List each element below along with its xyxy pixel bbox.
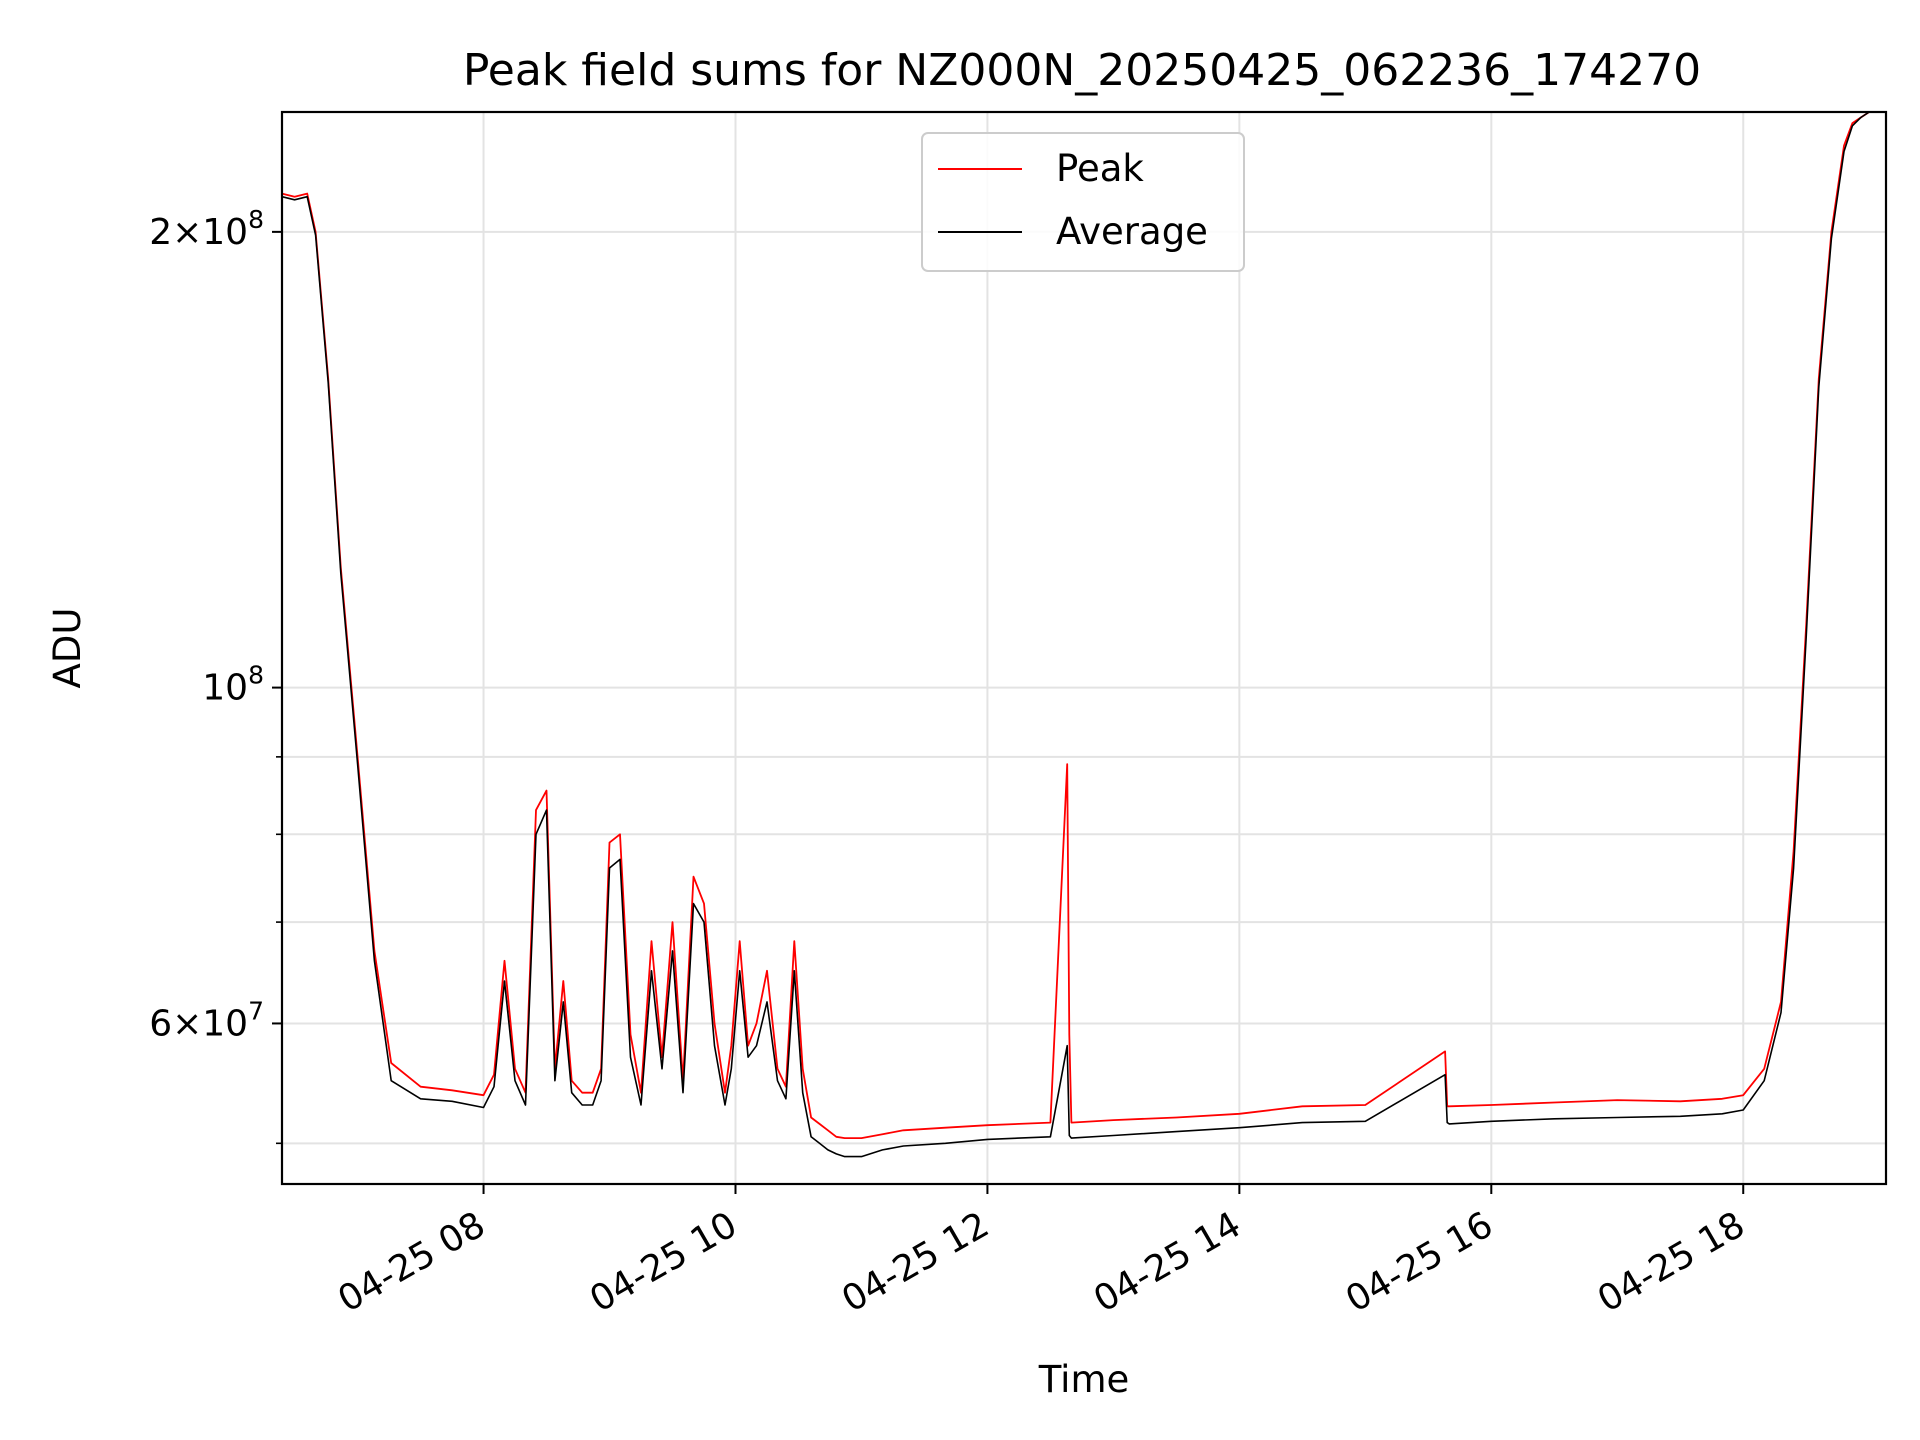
legend: Peak Average bbox=[921, 132, 1245, 272]
legend-label-average: Average bbox=[1056, 210, 1208, 253]
x-axis-label: Time bbox=[1038, 1358, 1130, 1401]
y-tick-base: 10 bbox=[202, 668, 248, 709]
y-tick-label: 6×107 bbox=[149, 996, 264, 1044]
legend-box bbox=[921, 132, 1245, 272]
y-tick-mantissa: 2 bbox=[149, 212, 172, 253]
plot-frame bbox=[280, 110, 1888, 1186]
y-tick-label: 108 bbox=[202, 661, 264, 709]
y-tick-exponent: 8 bbox=[248, 205, 264, 234]
series-layer bbox=[281, 111, 1886, 1158]
chart-title: Peak field sums for NZ000N_20250425_0622… bbox=[463, 45, 1701, 96]
y-tick-exponent: 8 bbox=[248, 661, 264, 690]
plot-area bbox=[280, 110, 1888, 1186]
legend-label-peak: Peak bbox=[1056, 147, 1144, 190]
series-line-peak bbox=[281, 111, 1886, 1139]
series-line-average bbox=[281, 111, 1886, 1158]
y-tick-label: 2×108 bbox=[149, 205, 264, 253]
grid bbox=[282, 112, 1886, 1184]
plot-background bbox=[282, 112, 1886, 1184]
y-tick-base: 10 bbox=[202, 1003, 248, 1044]
y-tick-times: × bbox=[172, 1003, 202, 1044]
y-tick-mantissa: 6 bbox=[149, 1003, 172, 1044]
y-tick-exponent: 7 bbox=[248, 996, 264, 1025]
y-tick-times: × bbox=[172, 212, 202, 253]
y-tick-base: 10 bbox=[202, 212, 248, 253]
y-axis-label: ADU bbox=[46, 608, 89, 689]
